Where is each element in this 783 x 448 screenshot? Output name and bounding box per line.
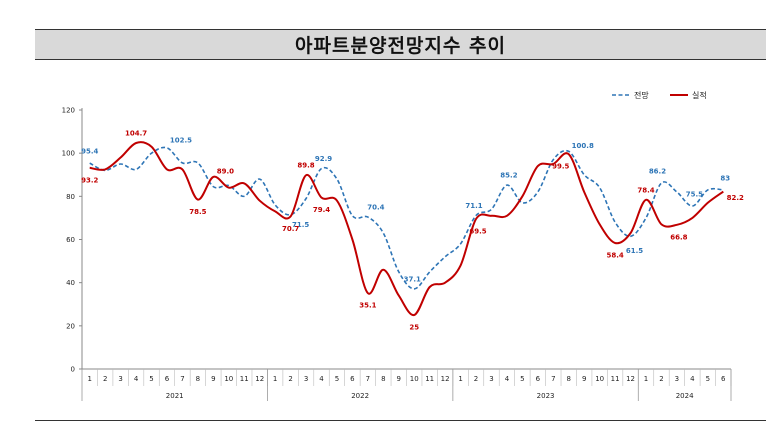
data-label: 85.2	[500, 172, 517, 180]
x-tick-label-month: 2	[659, 375, 663, 383]
x-tick-label-month: 8	[567, 375, 571, 383]
data-label: 93.2	[81, 176, 98, 184]
data-label: 100.8	[572, 142, 594, 150]
data-label: 78.4	[637, 186, 654, 194]
x-tick-label-month: 12	[441, 375, 450, 383]
data-label: 86.2	[649, 167, 666, 175]
data-label: 104.7	[125, 130, 147, 138]
bottom-divider	[35, 420, 766, 421]
x-tick-label-month: 1	[458, 375, 462, 383]
data-label: 66.8	[670, 233, 687, 241]
x-tick-label-month: 6	[536, 375, 541, 383]
data-label: 79.4	[313, 206, 330, 214]
y-tick-label: 60	[66, 236, 75, 244]
data-label: 89.8	[297, 162, 314, 170]
data-label: 70.7	[282, 225, 299, 233]
x-tick-label-month: 12	[255, 375, 264, 383]
x-tick-label-month: 2	[288, 375, 292, 383]
x-tick-label-month: 12	[626, 375, 635, 383]
data-label: 95.4	[81, 148, 98, 156]
x-tick-label-month: 8	[381, 375, 385, 383]
data-label: 71.1	[465, 202, 482, 210]
data-label: 35.1	[359, 302, 376, 310]
data-label: 37.1	[404, 275, 421, 283]
chart-title-bar: 아파트분양전망지수 추이	[35, 29, 766, 60]
data-label: 75.5	[686, 191, 703, 199]
data-label: 102.5	[170, 136, 192, 144]
data-label: 92.9	[315, 155, 332, 163]
x-tick-label-month: 8	[196, 375, 200, 383]
x-tick-label-month: 1	[87, 375, 91, 383]
y-tick-label: 120	[62, 107, 75, 115]
data-label: 69.5	[469, 227, 486, 235]
x-tick-label-month: 1	[644, 375, 648, 383]
x-tick-label-month: 4	[134, 375, 139, 383]
x-tick-label-month: 10	[224, 375, 233, 383]
x-tick-label-month: 5	[149, 375, 153, 383]
x-tick-label-month: 9	[397, 375, 401, 383]
x-tick-label-month: 6	[165, 375, 170, 383]
x-tick-label-month: 5	[520, 375, 524, 383]
x-tick-label-month: 11	[240, 375, 249, 383]
x-tick-label-month: 7	[180, 375, 184, 383]
x-tick-label-month: 5	[335, 375, 339, 383]
series-line-forecast	[89, 146, 724, 290]
x-tick-label-month: 1	[273, 375, 277, 383]
series-line-actual	[89, 141, 724, 317]
data-label: 71.5	[292, 221, 309, 229]
y-tick-label: 100	[62, 150, 75, 158]
x-tick-label-month: 4	[319, 375, 324, 383]
data-label: 82.2	[727, 194, 744, 202]
x-tick-label-month: 3	[118, 375, 122, 383]
x-tick-label-month: 2	[474, 375, 478, 383]
data-label: 61.5	[626, 247, 643, 255]
data-label: 78.5	[189, 208, 206, 216]
x-tick-label-month: 11	[611, 375, 620, 383]
x-tick-label-month: 3	[489, 375, 493, 383]
data-label: 70.4	[367, 204, 384, 212]
x-tick-label-year: 2024	[676, 392, 694, 400]
x-tick-label-year: 2022	[351, 392, 369, 400]
data-label: 89.0	[217, 167, 234, 175]
x-tick-label-month: 2	[103, 375, 107, 383]
y-tick-label: 20	[66, 322, 75, 330]
y-tick-label: 80	[66, 193, 75, 201]
legend-label: 실적	[692, 90, 707, 100]
x-tick-label-month: 4	[505, 375, 510, 383]
x-tick-label-month: 10	[410, 375, 419, 383]
x-tick-label-month: 5	[706, 375, 710, 383]
x-tick-label-month: 7	[551, 375, 555, 383]
x-tick-label-month: 6	[350, 375, 355, 383]
x-tick-label-month: 3	[304, 375, 308, 383]
x-tick-label-month: 10	[595, 375, 604, 383]
x-tick-label-month: 9	[582, 375, 586, 383]
x-tick-label-month: 9	[211, 375, 215, 383]
legend-label: 전망	[634, 90, 649, 100]
data-label: 99.5	[552, 163, 569, 171]
x-tick-label-month: 7	[366, 375, 370, 383]
x-tick-label-year: 2021	[166, 392, 184, 400]
y-tick-label: 0	[71, 366, 75, 374]
data-label: 25	[409, 324, 419, 332]
x-tick-label-month: 3	[675, 375, 679, 383]
x-tick-label-month: 6	[721, 375, 726, 383]
y-tick-label: 40	[66, 279, 75, 287]
x-tick-label-month: 4	[690, 375, 695, 383]
chart-title: 아파트분양전망지수 추이	[295, 35, 506, 57]
x-tick-label-year: 2023	[537, 392, 555, 400]
data-label: 83	[720, 174, 730, 182]
data-label: 58.4	[606, 251, 623, 259]
x-tick-label-month: 11	[425, 375, 434, 383]
